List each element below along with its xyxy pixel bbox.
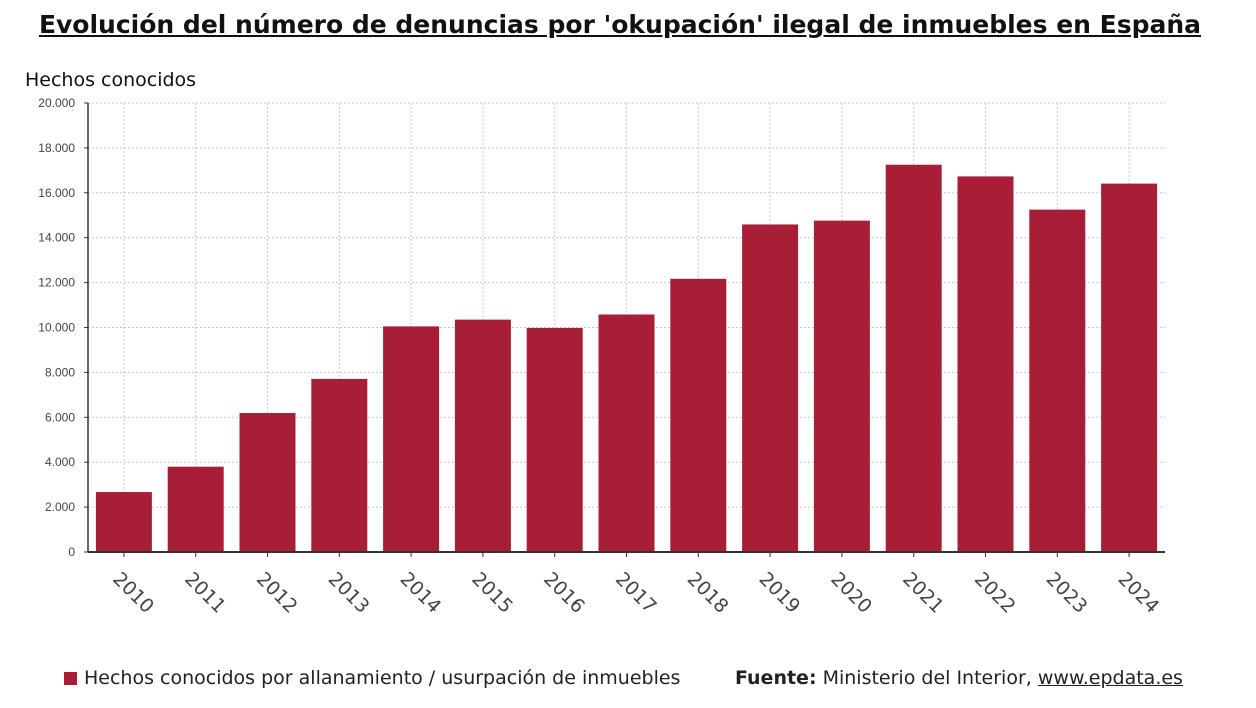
y-tick-label: 16.000 <box>38 186 75 200</box>
source-link[interactable]: www.epdata.es <box>1037 667 1183 689</box>
y-tick-label: 0 <box>68 545 75 559</box>
bar-2016 <box>526 327 583 552</box>
bar-2017 <box>598 314 655 552</box>
legend: Hechos conocidos por allanamiento / usur… <box>64 667 680 689</box>
x-tick-label: 2014 <box>396 568 446 618</box>
y-tick-label: 6.000 <box>45 410 75 424</box>
bar-2011 <box>167 466 224 552</box>
x-tick-label: 2018 <box>683 568 733 618</box>
bar-2022 <box>957 176 1014 552</box>
y-tick-label: 14.000 <box>38 231 75 245</box>
x-tick-label: 2011 <box>180 568 230 618</box>
x-tick-label: 2013 <box>324 568 374 618</box>
source-text: Ministerio del Interior, <box>822 667 1032 689</box>
bar-2018 <box>670 278 727 552</box>
x-tick-label: 2010 <box>108 568 158 618</box>
y-tick-label: 4.000 <box>45 455 75 469</box>
source-label: Fuente: <box>735 667 817 689</box>
bar-2019 <box>742 224 799 552</box>
y-axis-label: Hechos conocidos <box>25 69 197 91</box>
x-tick-label: 2019 <box>755 568 805 618</box>
source-note: Fuente: Ministerio del Interior, www.epd… <box>735 667 1183 689</box>
x-tick-label: 2016 <box>539 568 589 618</box>
x-tick-label: 2024 <box>1114 568 1164 618</box>
y-tick-label: 20.000 <box>38 96 75 110</box>
x-tick-label: 2020 <box>826 568 876 618</box>
y-tick-label: 8.000 <box>45 365 75 379</box>
bar-2012 <box>239 413 296 552</box>
bar-2015 <box>454 319 511 552</box>
y-tick-label: 2.000 <box>45 500 75 514</box>
x-tick-label: 2022 <box>970 568 1020 618</box>
bar-2020 <box>813 220 870 552</box>
x-tick-label: 2012 <box>252 568 302 618</box>
bar-2014 <box>383 326 440 552</box>
y-tick-label: 10.000 <box>38 321 75 335</box>
x-tick-label: 2021 <box>898 568 948 618</box>
bar-2024 <box>1101 183 1158 552</box>
bar-2023 <box>1029 209 1086 552</box>
y-tick-label: 12.000 <box>38 276 75 290</box>
x-tick-label: 2023 <box>1042 568 1092 618</box>
legend-label: Hechos conocidos por allanamiento / usur… <box>84 667 681 689</box>
chart-title: Evolución del número de denuncias por 'o… <box>38 10 1202 39</box>
x-tick-label: 2017 <box>611 568 661 618</box>
bar-2013 <box>311 378 368 552</box>
y-tick-label: 18.000 <box>38 141 75 155</box>
bar-2010 <box>95 492 152 552</box>
x-tick-label: 2015 <box>467 568 517 618</box>
legend-swatch <box>64 671 77 685</box>
bar-2021 <box>885 164 942 553</box>
